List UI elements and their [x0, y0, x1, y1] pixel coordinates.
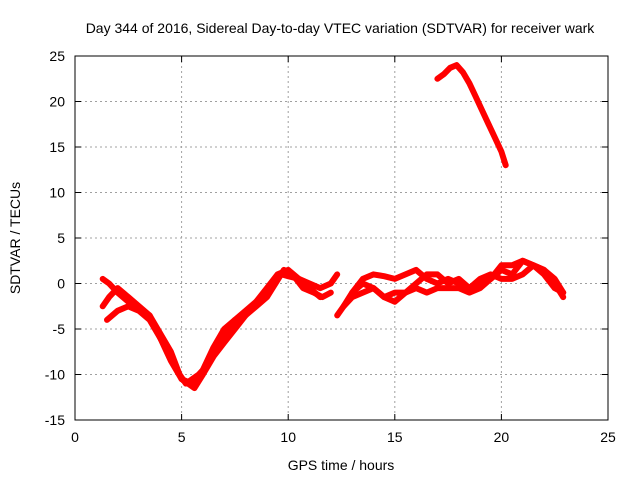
series-line-s4 [334, 262, 567, 319]
series-line-s3 [104, 266, 324, 387]
x-tick-label: 25 [600, 429, 616, 445]
series-line-s6 [349, 257, 567, 305]
x-axis-label: GPS time / hours [288, 457, 395, 473]
y-tick-label: 15 [49, 139, 65, 155]
y-tick-label: 20 [49, 94, 65, 110]
y-tick-label: 25 [49, 48, 65, 64]
grid [75, 56, 608, 420]
y-tick-label: -5 [53, 321, 66, 337]
x-tick-label: 10 [280, 429, 296, 445]
y-axis-label: SDTVAR / TECUs [7, 182, 23, 294]
chart-title: Day 344 of 2016, Sidereal Day-to-day VTE… [86, 20, 596, 36]
y-tick-label: 0 [57, 276, 65, 292]
y-tick-label: -10 [45, 367, 65, 383]
y-tick-labels: -15 -10 -5 0 5 10 15 20 25 [45, 48, 65, 428]
y-tick-label: 10 [49, 185, 65, 201]
x-tick-label: 15 [387, 429, 403, 445]
x-tick-label: 0 [71, 429, 79, 445]
x-tick-label: 20 [494, 429, 510, 445]
y-tick-label: -15 [45, 412, 65, 428]
y-tick-label: 5 [57, 230, 65, 246]
x-tick-labels: 0 5 10 15 20 25 [71, 429, 616, 445]
series-line-s7 [434, 62, 509, 169]
series-layer [99, 62, 567, 392]
ticks [74, 55, 609, 421]
x-tick-label: 5 [178, 429, 186, 445]
